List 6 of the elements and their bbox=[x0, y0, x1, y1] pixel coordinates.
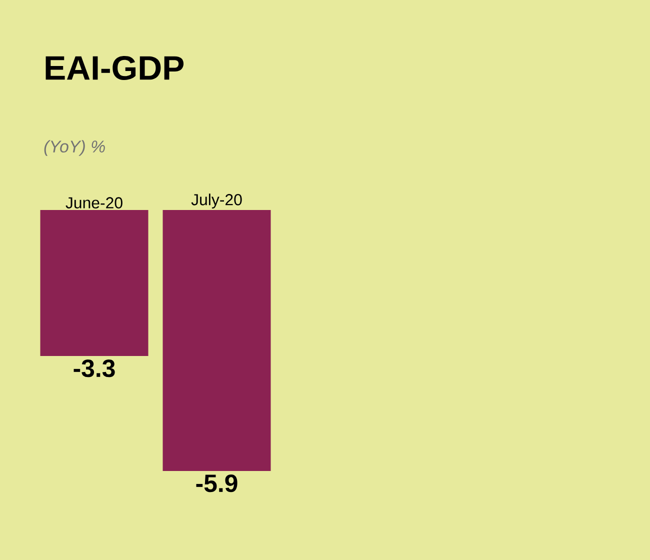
data-label: -3.3 bbox=[74, 359, 115, 378]
x-tick-label: June-20 bbox=[66, 197, 122, 208]
x-tick-label: July-20 bbox=[191, 194, 242, 208]
chart-title: EAI-GDP bbox=[46, 56, 184, 80]
chart-subtitle: (YoY) % bbox=[44, 140, 105, 156]
data-label: -5.9 bbox=[196, 474, 238, 492]
